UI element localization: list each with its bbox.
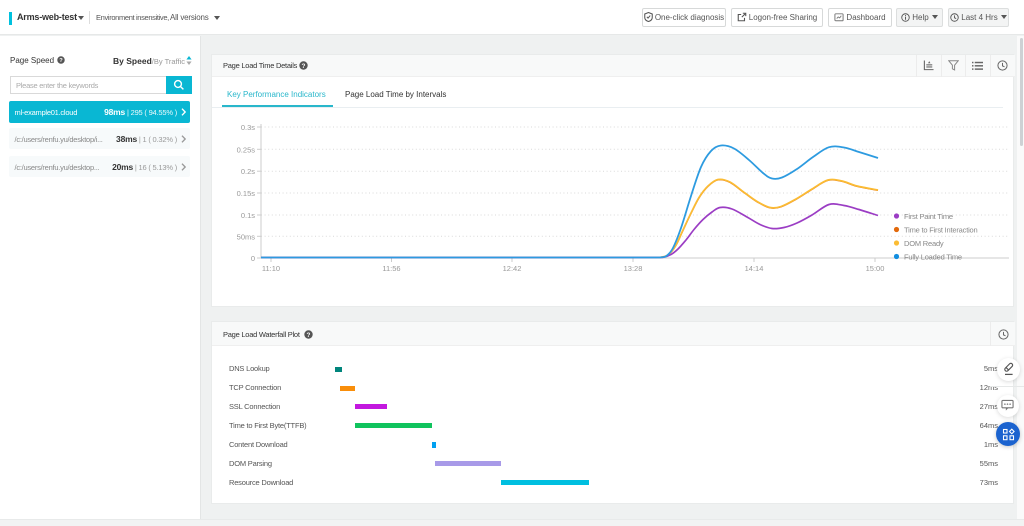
- svg-text:0: 0: [251, 254, 255, 263]
- svg-text:15:00: 15:00: [866, 264, 885, 273]
- svg-text:11:10: 11:10: [262, 264, 280, 273]
- svg-text:?: ?: [302, 63, 306, 70]
- svg-text:DOM Ready: DOM Ready: [904, 239, 944, 248]
- svg-text:0.25s: 0.25s: [237, 145, 256, 154]
- svg-text:12:42: 12:42: [503, 264, 522, 273]
- svg-text:11:56: 11:56: [382, 264, 400, 273]
- svg-text:50ms: 50ms: [237, 232, 256, 241]
- svg-text:Time to First Interaction: Time to First Interaction: [904, 226, 978, 235]
- svg-text:First Paint Time: First Paint Time: [904, 212, 953, 221]
- svg-text:Fully Loaded Time: Fully Loaded Time: [904, 253, 962, 262]
- svg-text:?: ?: [307, 331, 311, 338]
- svg-text:0.2s: 0.2s: [241, 167, 255, 176]
- svg-text:13:28: 13:28: [624, 264, 643, 273]
- svg-text:0.1s: 0.1s: [241, 211, 255, 220]
- svg-text:14:14: 14:14: [745, 264, 764, 273]
- svg-text:0.3s: 0.3s: [241, 123, 255, 132]
- svg-text:?: ?: [59, 58, 63, 64]
- svg-text:0.15s: 0.15s: [237, 189, 256, 198]
